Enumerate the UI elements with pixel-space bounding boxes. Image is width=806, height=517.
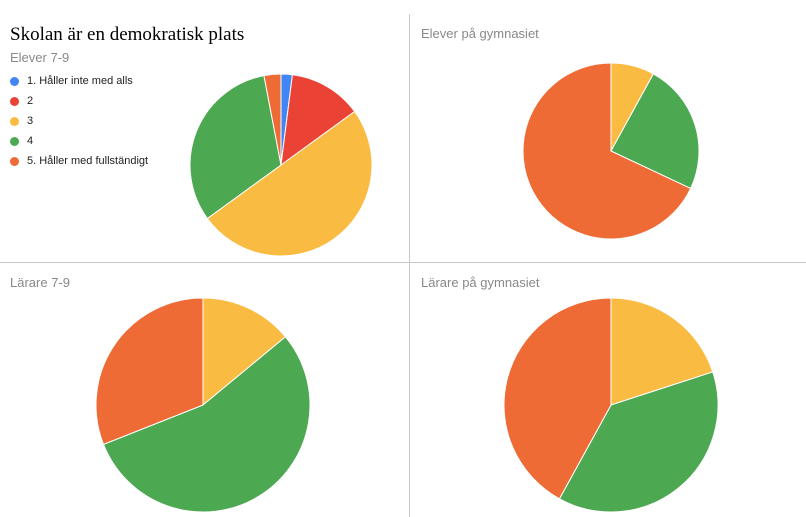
main-title: Skolan är en demokratisk plats (10, 24, 245, 45)
horizontal-divider (0, 262, 806, 263)
legend-item[interactable]: 3 (10, 111, 148, 131)
pie-slice-4[interactable] (610, 73, 700, 190)
chart-title-larare-7-9: Lärare 7-9 (10, 275, 70, 290)
legend-item[interactable]: 2 (10, 91, 148, 111)
legend-swatch (10, 76, 19, 86)
legend-item[interactable]: 1. Håller inte med alls (10, 71, 148, 91)
vertical-divider (409, 14, 410, 517)
legend-label: 2 (27, 95, 34, 107)
legend-swatch (10, 136, 19, 146)
pie-slice-4[interactable] (189, 75, 282, 220)
pie-slice-5[interactable] (263, 73, 282, 166)
pie-slice-4[interactable] (102, 336, 311, 513)
legend-label: 3 (27, 115, 34, 127)
pie-slice-3[interactable] (202, 297, 287, 407)
legend-label: 5. Håller med fullständigt (27, 155, 149, 167)
chart-title-elever-7-9: Elever 7-9 (10, 50, 70, 65)
legend-swatch (10, 156, 19, 166)
legend-label: 1. Håller inte med alls (27, 75, 133, 87)
pie-slice-5[interactable] (503, 297, 612, 500)
pie-slice-5[interactable] (522, 62, 692, 240)
legend-swatch (10, 116, 19, 126)
pie-slice-5[interactable] (95, 297, 204, 446)
pie-slice-3[interactable] (610, 297, 714, 406)
pie-slice-3[interactable] (206, 110, 373, 257)
legend: 1. Håller inte med alls 2 3 4 5. Håller … (10, 71, 148, 171)
legend-label: 4 (27, 135, 34, 147)
pie-slice-4[interactable] (558, 371, 719, 513)
legend-swatch (10, 96, 19, 106)
chart-title-elever-gymnasiet: Elever på gymnasiet (421, 26, 539, 41)
pie-slice-2[interactable] (280, 74, 356, 167)
legend-item[interactable]: 4 (10, 131, 148, 151)
chart-title-larare-gymnasiet: Lärare på gymnasiet (421, 275, 540, 290)
legend-item[interactable]: 5. Håller med fullständigt (10, 151, 148, 171)
